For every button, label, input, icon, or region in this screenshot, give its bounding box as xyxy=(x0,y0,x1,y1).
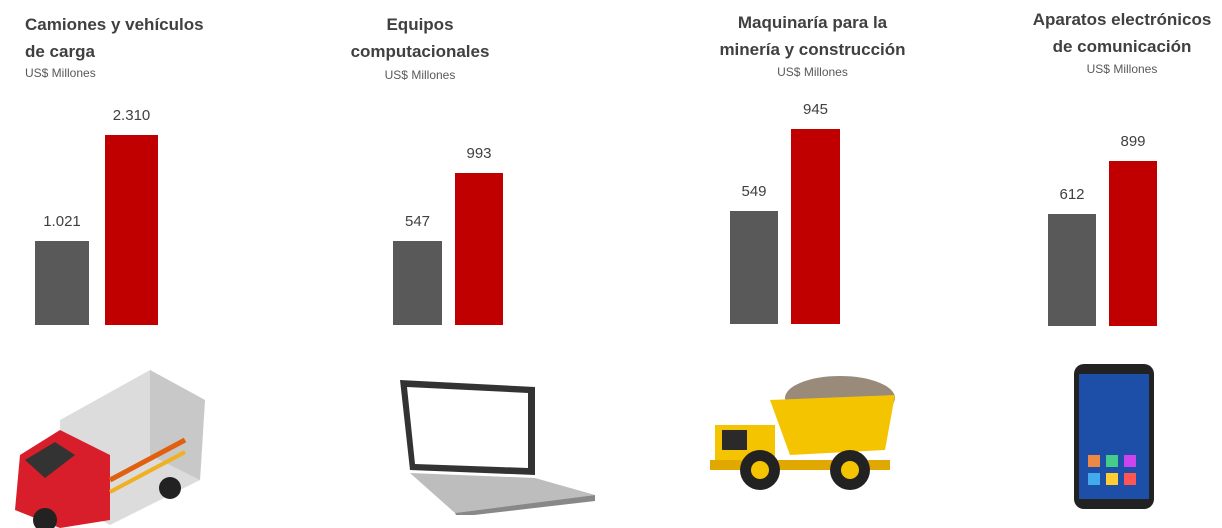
laptop-icon xyxy=(385,375,600,515)
bar xyxy=(35,241,89,325)
value-label: 549 xyxy=(714,183,794,200)
value-label: 899 xyxy=(1093,133,1173,150)
bar xyxy=(791,129,840,324)
truck-icon xyxy=(0,360,210,528)
chart-title: Camiones y vehículos de carga xyxy=(25,11,285,65)
value-label: 612 xyxy=(1032,186,1112,203)
bar xyxy=(455,173,503,325)
bar xyxy=(105,135,158,325)
value-label: 945 xyxy=(776,101,856,118)
chart-subtitle: US$ Millones xyxy=(680,65,945,79)
chart-title: Aparatos electrónicos de comunicación xyxy=(1012,6,1222,60)
chart-title: Maquinaría para la minería y construcció… xyxy=(680,9,945,63)
bar xyxy=(393,241,442,325)
chart-subtitle: US$ Millones xyxy=(320,68,520,82)
value-label: 1.021 xyxy=(22,213,102,230)
chart-subtitle: US$ Millones xyxy=(1012,62,1222,76)
chart-subtitle: US$ Millones xyxy=(25,66,285,80)
value-label: 2.310 xyxy=(92,107,172,124)
chart-title: Equipos computacionales xyxy=(320,11,520,65)
bar xyxy=(1109,161,1157,326)
value-label: 547 xyxy=(378,213,458,230)
page: (() => { const data = JSON.parse(documen… xyxy=(0,0,1222,528)
bar xyxy=(730,211,778,324)
dump-truck-icon xyxy=(700,370,900,495)
bar xyxy=(1048,214,1096,326)
phone-icon xyxy=(1070,360,1160,515)
value-label: 993 xyxy=(439,145,519,162)
